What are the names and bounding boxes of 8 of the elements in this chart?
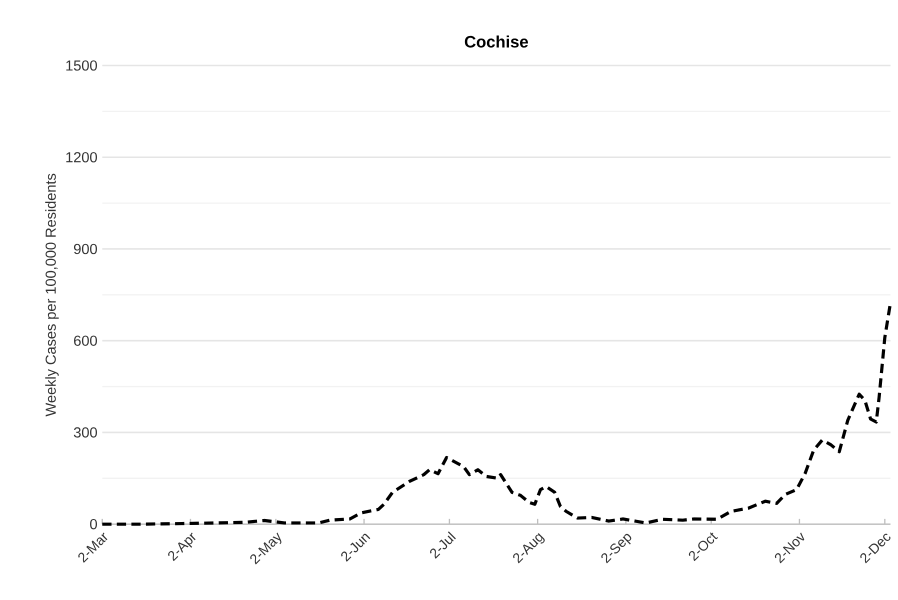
y-tick-label: 600 [74,336,97,346]
y-tick-label: 1200 [66,152,97,163]
y-tick-label: 1500 [66,60,97,71]
y-tick-label: 300 [74,427,97,438]
chart-title: Cochise [464,36,528,48]
y-tick-label: 900 [74,244,97,254]
y-tick-label: 0 [90,519,97,530]
y-axis-title: Weekly Cases per 100,000 Residents [45,174,59,417]
